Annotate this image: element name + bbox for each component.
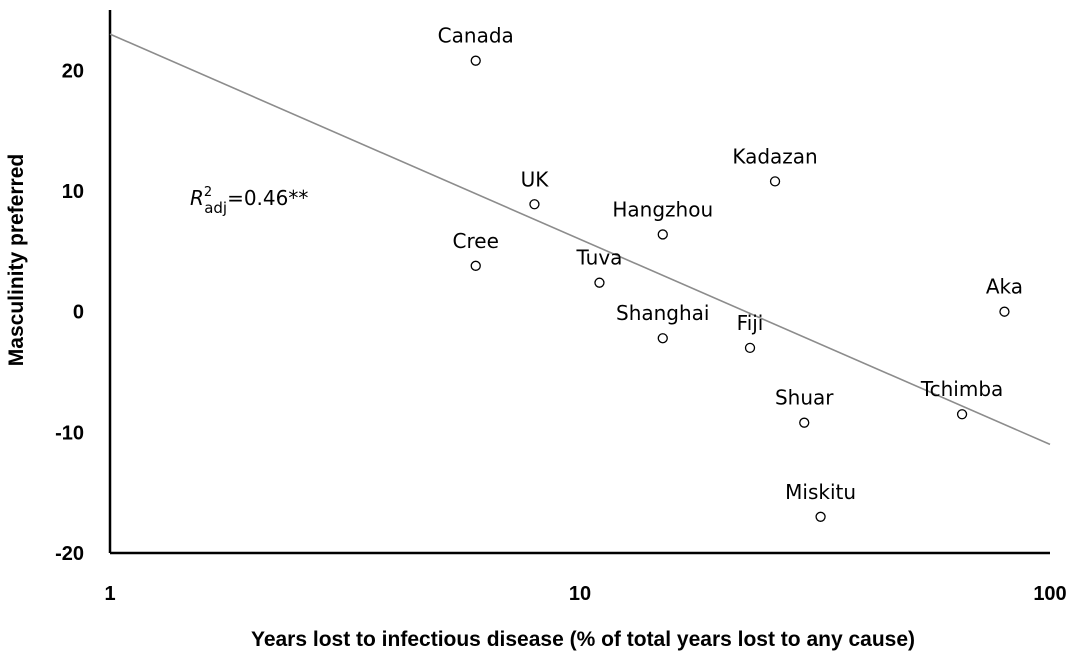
y-tick-label: -20 xyxy=(55,543,84,565)
axes xyxy=(108,10,1050,555)
data-point xyxy=(529,199,540,210)
data-point xyxy=(769,176,781,187)
data-point xyxy=(470,55,481,66)
point-label: Cree xyxy=(453,229,499,253)
point-labels: Canada UK Cree Tuva Hangzhou Kadazan Shanghai F… xyxy=(438,24,1023,504)
r-squared-annotation: R2 adj=0.46** xyxy=(190,185,308,217)
trendline-layer xyxy=(109,33,1051,446)
y-axis-title: Masculinity preferred xyxy=(5,154,28,366)
data-point xyxy=(657,229,668,240)
y-tick-label: 10 xyxy=(62,181,84,203)
point-label: Hangzhou xyxy=(612,197,713,221)
point-label: Kadazan xyxy=(732,144,817,168)
point-label: Canada xyxy=(438,24,514,48)
x-axis-title: Years lost to infectious disease (% of t… xyxy=(251,628,915,651)
data-point xyxy=(657,333,668,344)
y-tick-label: -10 xyxy=(55,422,84,444)
point-label: UK xyxy=(521,167,550,191)
data-point xyxy=(594,277,605,288)
point-label: Fiji xyxy=(737,311,764,335)
point-label: Shanghai xyxy=(616,301,710,325)
data-point xyxy=(956,409,968,420)
data-point xyxy=(815,511,826,522)
y-tick-label: 0 xyxy=(73,302,84,324)
trendline xyxy=(109,33,1051,446)
data-points xyxy=(470,55,1010,522)
y-tick-label: 20 xyxy=(62,60,84,82)
data-point xyxy=(799,417,810,428)
data-point xyxy=(470,260,481,271)
point-label: Tuva xyxy=(575,246,622,270)
x-tick-label: 1 xyxy=(104,583,115,605)
point-label: Aka xyxy=(986,275,1023,299)
point-label: Shuar xyxy=(775,386,834,410)
x-tick-label: 10 xyxy=(569,583,591,605)
x-tick-label: 100 xyxy=(1033,583,1066,605)
data-point xyxy=(999,306,1010,317)
point-label: Tchimba xyxy=(920,377,1003,401)
data-point xyxy=(744,342,756,354)
point-label: Miskitu xyxy=(785,480,856,504)
